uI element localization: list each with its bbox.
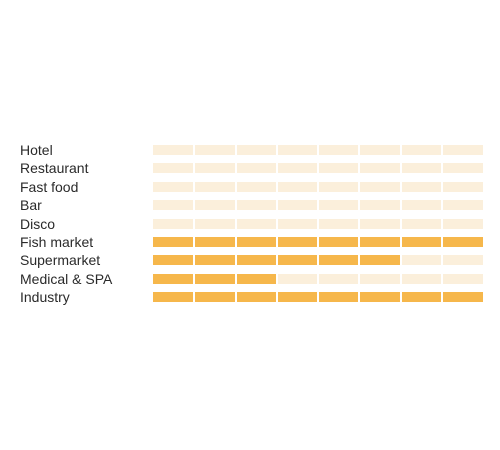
- bar-track: [153, 292, 483, 303]
- segment-divider: [399, 181, 402, 192]
- segment-divider: [317, 145, 319, 155]
- bar-track: [153, 181, 483, 192]
- segment-divider: [275, 255, 278, 266]
- segment-divider: [193, 292, 196, 303]
- category-label: Disco: [20, 215, 56, 232]
- segment-divider: [234, 218, 237, 229]
- segment-divider: [399, 163, 402, 174]
- segment-divider: [440, 292, 443, 303]
- segment-divider: [275, 181, 278, 192]
- category-label: Bar: [20, 197, 42, 214]
- segment-divider: [234, 200, 237, 211]
- segment-divider: [440, 237, 443, 247]
- segment-divider: [234, 181, 237, 192]
- category-label: Industry: [20, 289, 70, 306]
- segment-divider: [440, 200, 443, 211]
- segment-divider: [234, 145, 237, 155]
- segment-divider: [399, 292, 402, 303]
- segment-divider: [399, 145, 402, 155]
- segment-divider: [399, 255, 402, 266]
- category-label: Hotel: [20, 142, 53, 158]
- segment-divider: [317, 218, 319, 229]
- segment-divider: [234, 163, 237, 174]
- segment-divider: [358, 292, 361, 303]
- segment-divider: [358, 200, 361, 211]
- segment-divider: [399, 273, 402, 284]
- segment-divider: [275, 218, 278, 229]
- segment-divider: [317, 163, 319, 174]
- segment-divider: [234, 237, 237, 247]
- segment-divider: [193, 181, 196, 192]
- bar-track: [153, 273, 483, 284]
- segment-divider: [275, 237, 278, 247]
- segment-divider: [275, 163, 278, 174]
- category-label: Fish market: [20, 234, 94, 250]
- category-label: Medical & SPA: [20, 270, 113, 287]
- segment-divider: [317, 292, 319, 303]
- segment-divider: [234, 255, 237, 266]
- segment-divider: [440, 163, 443, 174]
- segment-divider: [358, 218, 361, 229]
- segment-divider: [275, 145, 278, 155]
- segment-divider: [317, 181, 319, 192]
- segment-divider: [358, 145, 361, 155]
- segment-divider: [317, 200, 319, 211]
- segment-divider: [399, 218, 402, 229]
- segment-divider: [193, 163, 196, 174]
- segment-divider: [399, 200, 402, 211]
- segment-divider: [193, 237, 196, 247]
- segment-divider: [440, 273, 443, 284]
- segment-divider: [317, 273, 319, 284]
- segment-divider: [440, 145, 443, 155]
- bar-track: [153, 218, 483, 229]
- segment-divider: [193, 218, 196, 229]
- segment-divider: [440, 255, 443, 266]
- segment-divider: [193, 273, 196, 284]
- segment-divider: [358, 255, 361, 266]
- category-label: Supermarket: [20, 252, 101, 269]
- segment-divider: [234, 273, 237, 284]
- segment-divider: [399, 237, 402, 247]
- bar-track: [153, 200, 483, 211]
- segment-divider: [440, 181, 443, 192]
- bar-track: [153, 255, 483, 266]
- segment-divider: [275, 273, 278, 284]
- segment-divider: [193, 200, 196, 211]
- segment-divider: [358, 237, 361, 247]
- segment-divider: [358, 273, 361, 284]
- bar-track: [153, 237, 483, 247]
- segment-divider: [193, 145, 196, 155]
- segment-divider: [193, 255, 196, 266]
- segment-divider: [358, 163, 361, 174]
- segment-divider: [275, 292, 278, 303]
- segment-divider: [358, 181, 361, 192]
- bar: [153, 273, 277, 284]
- segment-divider: [317, 255, 319, 266]
- segment-divider: [234, 292, 237, 303]
- bar-track: [153, 145, 483, 155]
- category-label: Restaurant: [20, 160, 89, 177]
- segment-divider: [275, 200, 278, 211]
- segment-divider: [317, 237, 319, 247]
- segment-divider: [440, 218, 443, 229]
- bar-track: [153, 163, 483, 174]
- category-label: Fast food: [20, 178, 79, 195]
